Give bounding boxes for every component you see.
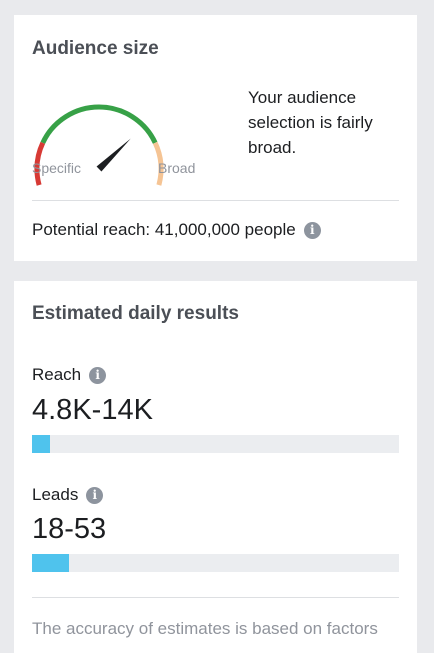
audience-description: Your audience selection is fairly broad. [248, 88, 373, 157]
audience-size-title: Audience size [32, 38, 159, 59]
reach-label: Reach i [32, 365, 107, 385]
info-icon[interactable]: i [89, 366, 107, 384]
info-icon[interactable]: i [86, 486, 104, 504]
gauge-arc-middle [40, 104, 158, 144]
potential-reach: Potential reach: 41,000,000 people i [32, 220, 321, 240]
divider [32, 597, 399, 598]
reach-value: 4.8K-14K [32, 394, 153, 426]
accuracy-note: The accuracy of estimates is based on fa… [32, 619, 378, 638]
potential-reach-text: Potential reach: 41,000,000 people [32, 220, 296, 239]
gauge-needle [96, 138, 131, 172]
leads-label-text: Leads [32, 485, 79, 504]
audience-gauge [34, 104, 164, 186]
leads-label: Leads i [32, 485, 104, 505]
estimated-results-card: Estimated daily results Reach i 4.8K-14K… [14, 281, 417, 653]
leads-value: 18-53 [32, 513, 107, 545]
audience-size-card: Audience size Specific Broad Your audien… [14, 15, 417, 261]
gauge-arc-specific [34, 141, 46, 186]
divider [32, 200, 399, 201]
leads-progress-bar [32, 554, 399, 572]
reach-label-text: Reach [32, 365, 82, 384]
gauge-label-broad: Broad [158, 160, 196, 176]
gauge-label-specific: Specific [32, 160, 82, 176]
leads-progress-fill [32, 554, 69, 572]
reach-progress-bar [32, 435, 399, 453]
estimated-results-title: Estimated daily results [32, 303, 239, 324]
info-icon[interactable]: i [303, 221, 321, 239]
reach-progress-fill [32, 435, 51, 453]
gauge-arc-broad [152, 141, 164, 186]
